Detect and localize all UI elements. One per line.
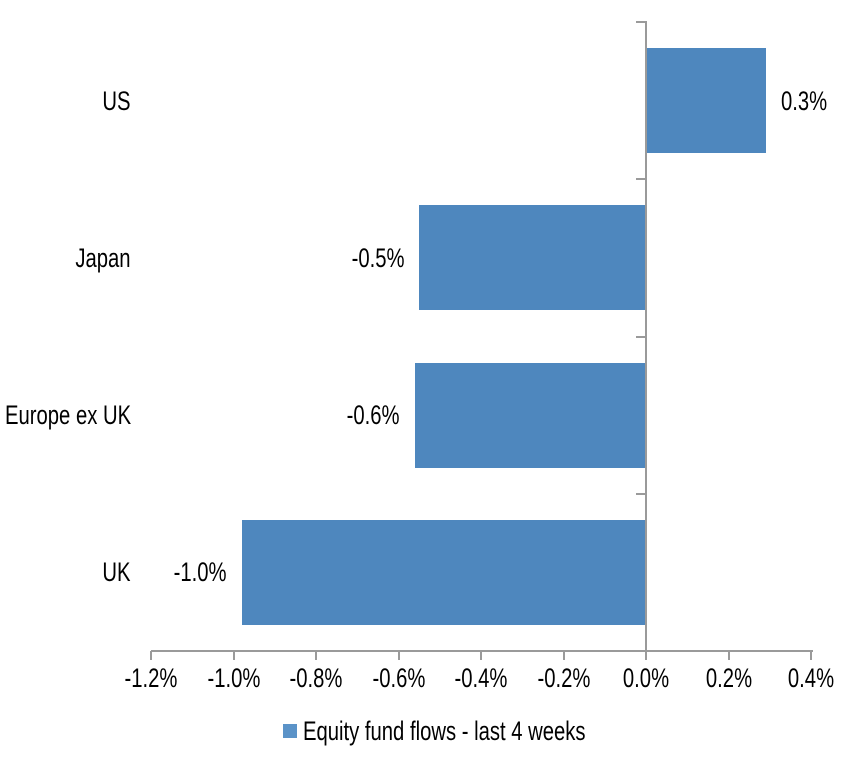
x-tick-label: 0.2%: [705, 663, 752, 693]
x-tick-label: 0.4%: [787, 663, 835, 693]
x-tick-label: -0.8%: [289, 663, 343, 693]
category-label-uk: UK: [102, 557, 131, 588]
x-tick: [232, 651, 235, 660]
bar-value-label: -1.0%: [173, 557, 227, 588]
x-tick: [150, 651, 152, 660]
x-tick: [480, 651, 482, 660]
x-tick-label: -1.2%: [124, 663, 178, 693]
x-tick: [645, 651, 647, 660]
bar-value-label: 0.3%: [780, 85, 827, 116]
x-tick-label: -0.2%: [537, 663, 590, 693]
x-tick: [810, 651, 812, 660]
category-label-us: US: [102, 85, 131, 116]
y-axis-line: [645, 21, 647, 652]
category-label-japan: Japan: [75, 242, 131, 273]
bar-value-label: -0.5%: [351, 242, 405, 273]
bar-japan: [419, 205, 646, 311]
x-tick: [315, 651, 317, 660]
bar-us: [646, 48, 766, 154]
x-tick: [397, 651, 400, 660]
bar-europe-ex-uk: [415, 362, 646, 468]
chart-legend: Equity fund flows - last 4 weeks: [283, 717, 680, 745]
x-tick-label: -0.4%: [454, 663, 508, 693]
x-tick-label: -0.6%: [372, 663, 425, 693]
x-tick-label: -1.0%: [207, 663, 260, 693]
category-tick: [636, 492, 645, 495]
x-axis-line: [151, 650, 813, 652]
legend-marker-icon: [283, 724, 297, 738]
x-tick-label: 0.0%: [622, 663, 670, 693]
x-tick: [562, 651, 565, 660]
bar-value-label: -0.6%: [347, 400, 400, 431]
category-tick: [636, 335, 645, 338]
category-tick: [636, 650, 645, 652]
category-label-europe-ex-uk: Europe ex UK: [4, 400, 131, 431]
category-tick: [636, 178, 645, 181]
x-tick: [727, 651, 730, 660]
category-tick: [636, 21, 645, 23]
bar-uk: [241, 519, 646, 625]
legend-label: Equity fund flows - last 4 weeks: [303, 716, 586, 746]
